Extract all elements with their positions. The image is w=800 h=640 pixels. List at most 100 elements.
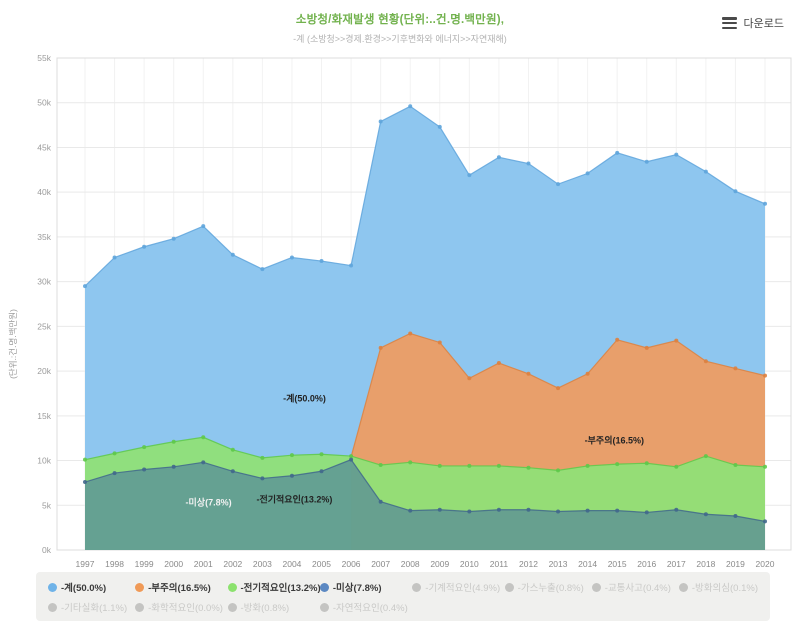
download-label: 다운로드 [743, 18, 784, 31]
data-point-marker [260, 267, 265, 272]
data-point-marker [230, 447, 235, 452]
data-point-marker [467, 509, 472, 514]
legend-label: -기계적요인(4.9%) [425, 583, 501, 594]
data-point-marker [674, 507, 679, 512]
series-3 [83, 457, 767, 550]
legend-item-8[interactable]: -기타실화(1.1%) [48, 600, 127, 614]
y-tick-label: 25k [37, 321, 51, 331]
legend-item-2[interactable]: -전기적요인(13.2%) [227, 580, 321, 594]
data-point-marker [437, 124, 442, 129]
y-tick-label: 55k [37, 53, 51, 63]
data-point-marker [437, 340, 442, 345]
data-point-marker [585, 508, 590, 513]
x-tick-label: 2000 [164, 559, 183, 569]
legend-dot-icon [227, 602, 237, 612]
legend-item-10[interactable]: -방화(0.8%) [227, 600, 312, 614]
series-annotation: -계(50.0%) [283, 393, 326, 404]
data-point-marker [703, 512, 708, 517]
legend-dot-icon [227, 582, 237, 592]
data-point-marker [703, 359, 708, 364]
chart-header: 소방청/화재발생 현황(단위:..건.명.백만원), -계 (소방청>>경제.환… [0, 0, 800, 55]
area-line [84, 105, 766, 287]
area-line [84, 458, 766, 522]
legend-dot-icon [48, 602, 57, 612]
data-point-marker [171, 464, 176, 469]
legend-item-9[interactable]: -화학적요인(0.0%) [135, 600, 223, 614]
legend-dot-icon [504, 582, 514, 592]
legend-dot-icon [135, 582, 145, 592]
data-point-marker [733, 366, 738, 371]
download-button[interactable]: 다운로드 [721, 15, 784, 31]
legend-label: -자연적요인(0.4%) [332, 603, 408, 614]
legend-dot-icon [48, 582, 57, 592]
data-point-marker [408, 331, 413, 336]
data-point-marker [142, 445, 147, 450]
series-annotation: -부주의(16.5%) [585, 435, 644, 446]
area-line [84, 436, 766, 471]
legend-label: -기타실화(1.1%) [61, 603, 128, 614]
legend-item-3[interactable]: -미상(7.8%) [319, 580, 404, 594]
data-point-marker [615, 150, 620, 155]
data-point-marker [408, 460, 413, 465]
legend-item-1[interactable]: -부주의(16.5%) [135, 580, 219, 594]
legend-label: -계(50.0%) [61, 583, 107, 594]
y-tick-label: 30k [37, 277, 51, 287]
x-tick-label: 2011 [490, 559, 509, 569]
data-point-marker [674, 464, 679, 469]
data-point-marker [585, 171, 590, 176]
area-fill [85, 459, 765, 550]
x-tick-label: 2003 [253, 559, 272, 569]
data-point-marker [289, 453, 294, 458]
data-point-marker [526, 507, 531, 512]
legend-item-0[interactable]: -계(50.0%) [48, 580, 127, 594]
data-point-marker [83, 284, 87, 289]
page-subtitle: -계 (소방청>>경제.환경>>기후변화와 에너지>>자연재해) [293, 34, 507, 44]
data-point-marker [703, 454, 708, 459]
data-point-marker [733, 189, 738, 194]
data-point-marker [437, 463, 442, 468]
y-tick-label: 15k [37, 411, 51, 421]
data-point-marker [201, 460, 206, 465]
legend-item-7[interactable]: -방화의심(0.1%) [678, 580, 758, 594]
series-annotation: -미상(7.8%) [186, 496, 232, 507]
x-tick-label: 1999 [135, 559, 154, 569]
legend-label: -부주의(16.5%) [148, 583, 211, 594]
x-tick-label: 2006 [342, 559, 361, 569]
data-point-marker [289, 473, 294, 478]
x-tick-label: 2017 [667, 559, 686, 569]
data-point-marker [260, 455, 265, 460]
x-tick-label: 2013 [549, 559, 568, 569]
x-tick-label: 2004 [282, 559, 301, 569]
data-point-marker [674, 338, 679, 343]
data-point-marker [763, 201, 767, 206]
x-tick-label: 2015 [608, 559, 627, 569]
x-tick-label: 2018 [696, 559, 715, 569]
data-point-marker [319, 452, 324, 457]
series-annotation: -전기적요인(13.2%) [256, 494, 332, 505]
data-point-marker [733, 463, 738, 468]
x-tick-label: 1998 [105, 559, 124, 569]
x-tick-label: 2012 [519, 559, 538, 569]
data-point-marker [526, 161, 531, 166]
legend-label: -화학적요인(0.0%) [148, 603, 223, 614]
data-point-marker [378, 499, 383, 504]
data-point-marker [763, 373, 767, 378]
data-point-marker [319, 259, 324, 264]
legend-item-6[interactable]: -교통사고(0.4%) [591, 580, 671, 594]
data-point-marker [467, 463, 472, 468]
data-point-marker [615, 337, 620, 342]
legend-dot-icon [412, 582, 422, 592]
data-point-marker [408, 508, 413, 513]
data-point-marker [674, 152, 679, 157]
area-chart: 0k 5k 10k 15k 20k 25k 30k 35k 40k 45k 50k 55k 1997 19… [8, 53, 792, 569]
data-point-marker [644, 461, 649, 466]
data-point-marker [556, 386, 561, 391]
x-tick-label: 2001 [194, 559, 213, 569]
data-point-marker [763, 464, 767, 469]
legend-item-11[interactable]: -자연적요인(0.4%) [319, 600, 408, 614]
legend-dot-icon [319, 582, 329, 592]
legend-dot-icon [135, 602, 145, 612]
data-point-marker [83, 457, 87, 462]
legend-item-5[interactable]: -가스누출(0.8%) [504, 580, 584, 594]
legend-item-4[interactable]: -기계적요인(4.9%) [412, 580, 500, 594]
